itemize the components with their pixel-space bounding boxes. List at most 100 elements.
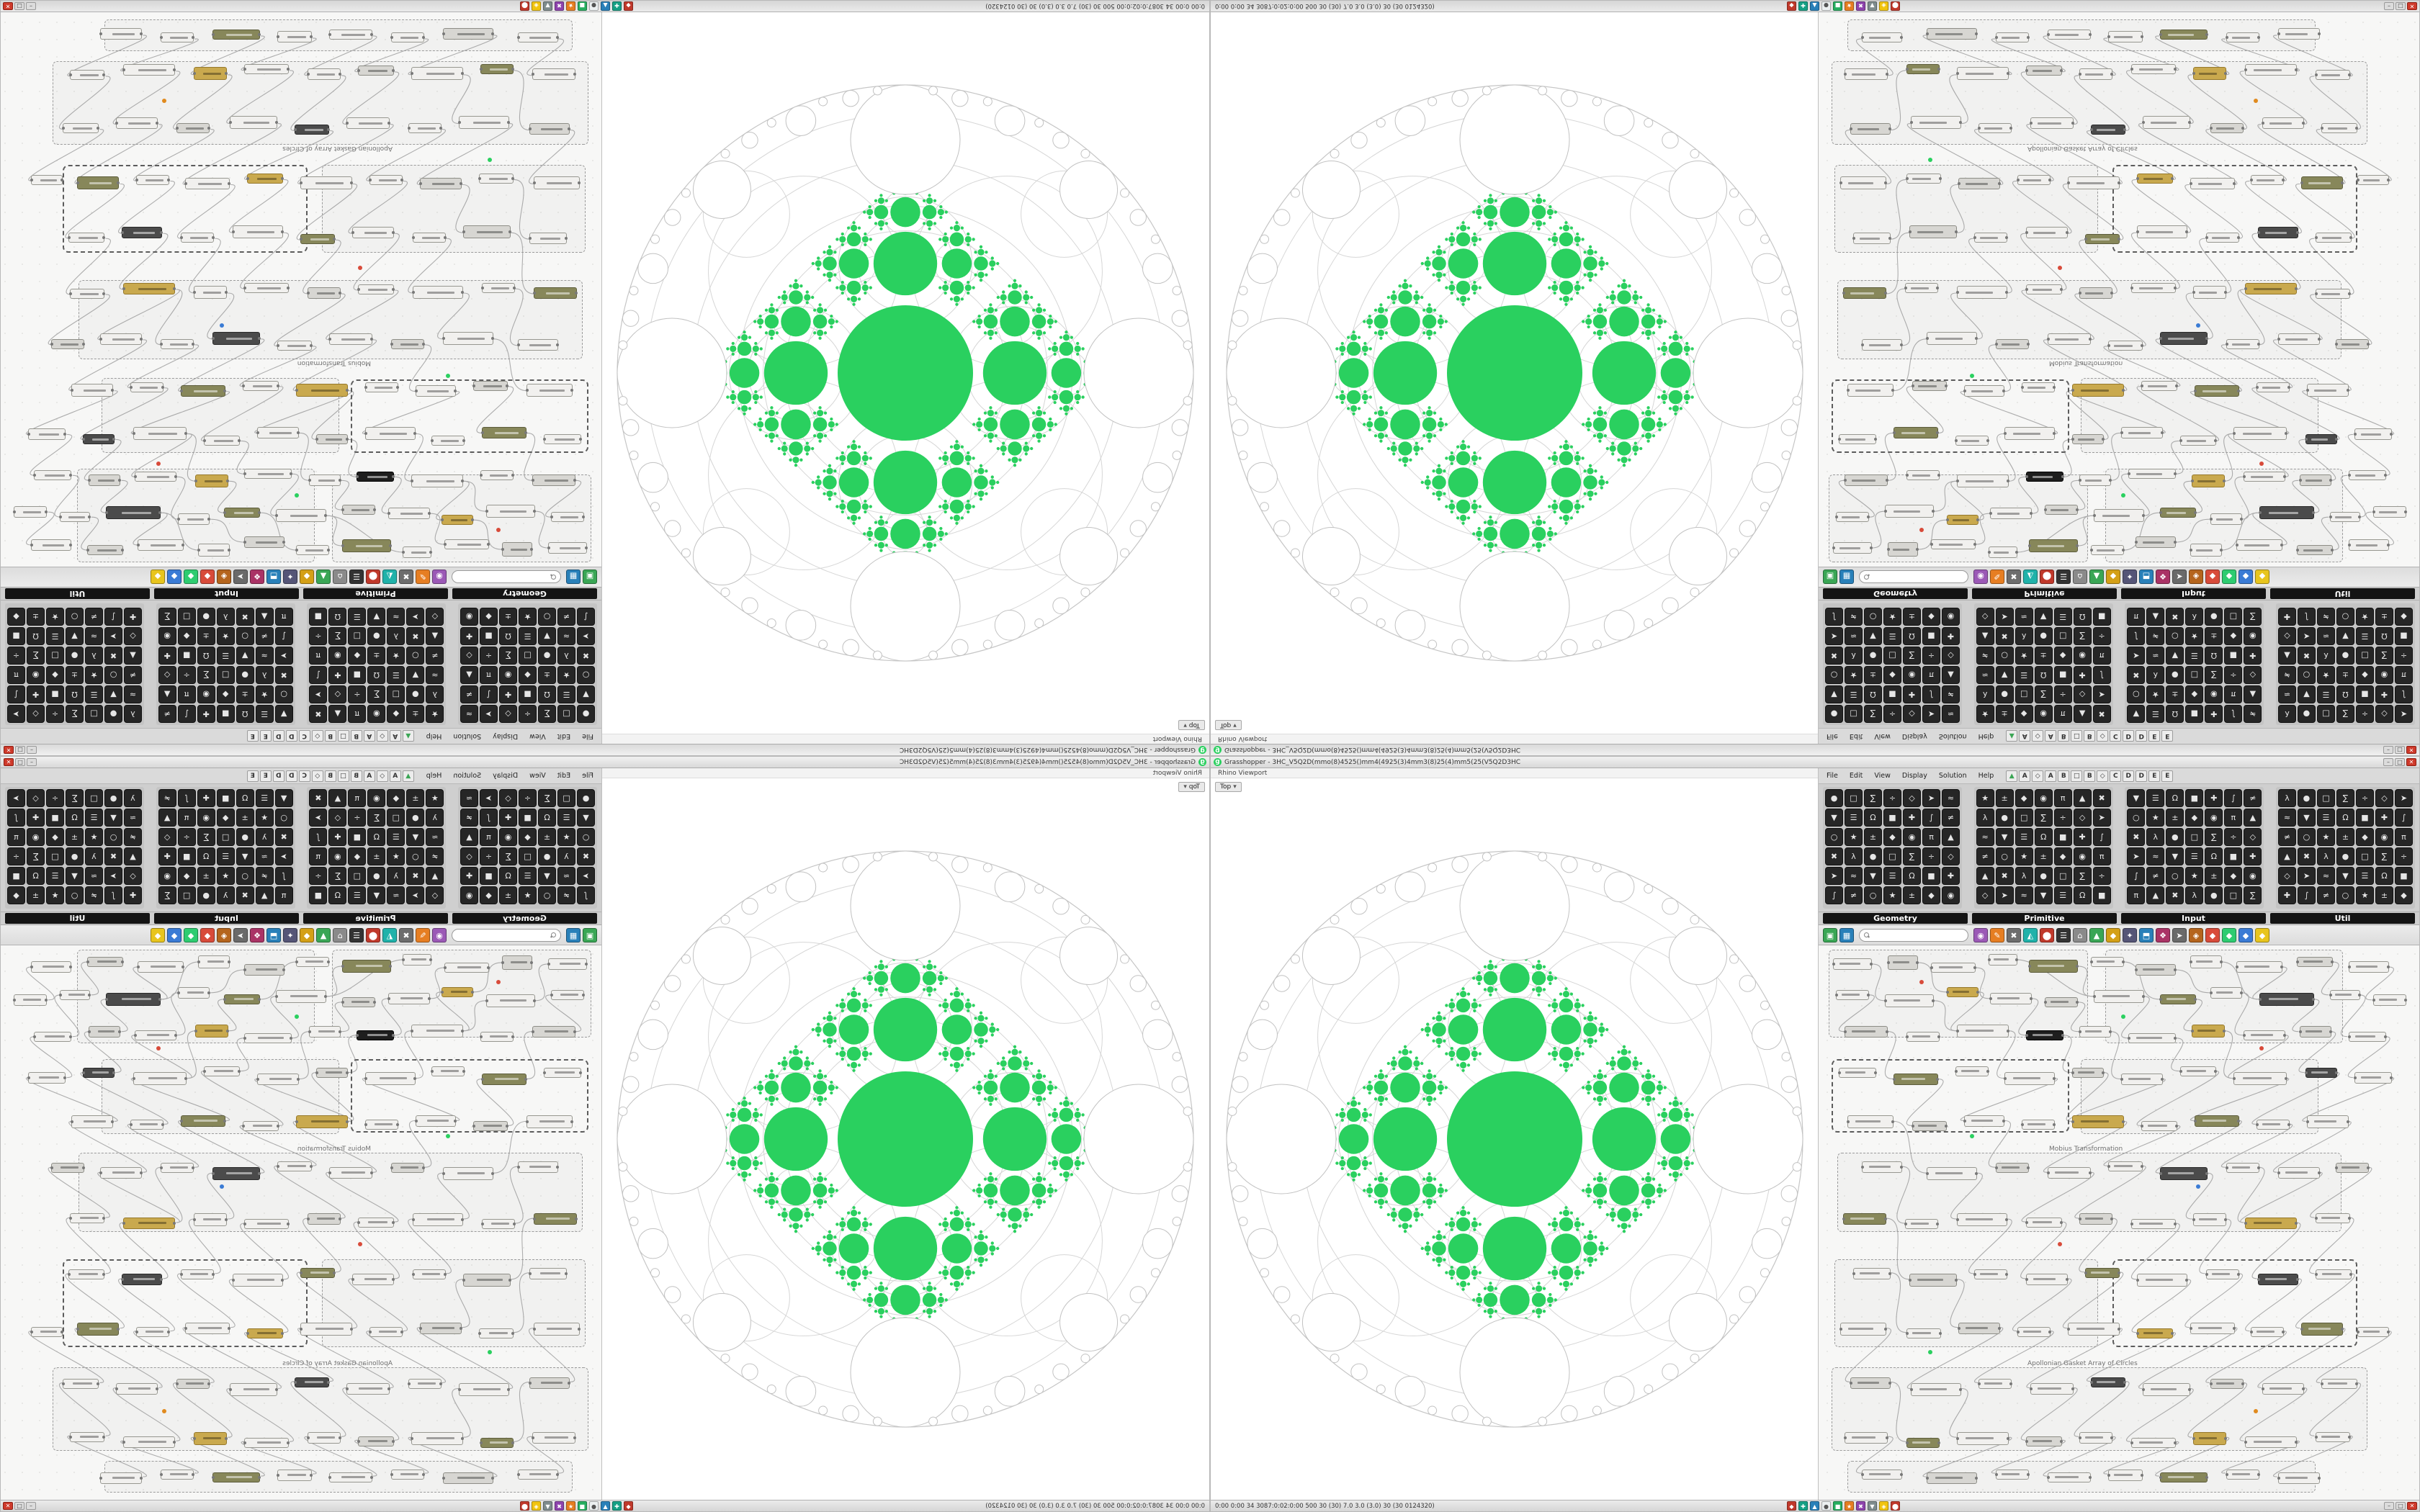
gh-node[interactable]	[342, 997, 375, 1007]
gh-node[interactable]	[300, 1323, 352, 1336]
palette-icon[interactable]: ★	[1845, 828, 1863, 846]
palette-icon[interactable]: ★	[46, 886, 65, 904]
gh-node[interactable]	[2004, 1072, 2056, 1085]
maximize-button[interactable]: □	[2395, 758, 2405, 766]
gh-node[interactable]	[1861, 1161, 1903, 1173]
gh-node[interactable]	[2236, 961, 2283, 973]
palette-icon[interactable]: ∑	[197, 666, 215, 684]
toolbar-button[interactable]: ◆	[2222, 570, 2236, 585]
gh-node[interactable]	[413, 286, 463, 299]
gh-node[interactable]	[243, 381, 279, 391]
palette-icon[interactable]: ◆	[46, 666, 65, 684]
gh-node[interactable]	[1964, 385, 2004, 397]
palette-icon[interactable]: ✚	[2375, 809, 2393, 827]
palette-icon[interactable]: ≈	[85, 627, 104, 645]
palette-icon[interactable]: ✚	[2073, 666, 2092, 684]
gh-node[interactable]	[1839, 434, 1876, 444]
palette-icon[interactable]: ★	[1845, 666, 1863, 684]
palette-icon[interactable]: □	[1883, 847, 1901, 865]
palette-icon[interactable]: ±	[66, 666, 84, 684]
palette-icon[interactable]: ➤	[1922, 789, 1940, 807]
palette-icon[interactable]: ✚	[2205, 705, 2223, 723]
taskbar-app-icon[interactable]: ◆	[1787, 1501, 1796, 1511]
palette-header-geometry[interactable]: Geometry	[1823, 588, 1968, 599]
palette-icon[interactable]: ■	[1883, 809, 1901, 827]
gh-node[interactable]	[1884, 994, 1935, 1007]
toolbar-button[interactable]: ◭	[2023, 927, 2038, 942]
gh-node[interactable]	[463, 1274, 511, 1287]
gh-node[interactable]	[480, 64, 514, 74]
component-tab[interactable]: ◇	[2032, 730, 2044, 742]
gh-node[interactable]	[2026, 472, 2063, 482]
palette-icon[interactable]: ✚	[2244, 647, 2262, 665]
palette-icon[interactable]: □	[348, 867, 367, 885]
palette-icon[interactable]: ∫	[309, 828, 328, 846]
palette-icon[interactable]: ✚	[124, 608, 143, 626]
palette-icon[interactable]: ●	[1864, 847, 1882, 865]
gh-node[interactable]	[70, 1432, 104, 1442]
menu-display[interactable]: Display	[493, 772, 519, 780]
gh-node[interactable]	[357, 472, 394, 482]
gh-node[interactable]	[411, 474, 463, 487]
gh-node[interactable]	[63, 123, 99, 133]
gh-node[interactable]	[247, 174, 283, 184]
gh-node[interactable]	[2321, 123, 2357, 133]
close-button[interactable]: ✕	[4, 758, 14, 766]
gh-node[interactable]	[413, 1213, 463, 1226]
menu-edit[interactable]: Edit	[1849, 732, 1863, 740]
palette-icon[interactable]: π	[274, 886, 293, 904]
palette-icon[interactable]: ☰	[2146, 789, 2165, 807]
component-tab[interactable]: A	[2045, 770, 2057, 782]
taskbar-app-icon[interactable]: ◈	[532, 1, 541, 11]
toolbar-button[interactable]: ◆	[2255, 927, 2269, 942]
palette-icon[interactable]: ☰	[2015, 828, 2033, 846]
palette-icon[interactable]: ★	[426, 705, 444, 723]
gh-node[interactable]	[532, 474, 575, 486]
palette-icon[interactable]: ➤	[1922, 705, 1940, 723]
palette-icon[interactable]: λ	[2185, 886, 2204, 904]
gh-node[interactable]	[2090, 1377, 2126, 1387]
gh-node[interactable]	[135, 472, 176, 482]
palette-icon[interactable]: ☰	[2355, 867, 2374, 885]
gh-node[interactable]	[408, 1379, 442, 1389]
palette-icon[interactable]: Ω	[197, 847, 215, 865]
toolbar-button[interactable]: ▲	[2089, 570, 2104, 585]
palette-icon[interactable]: ★	[387, 847, 405, 865]
palette-icon[interactable]: π	[348, 789, 367, 807]
palette-icon[interactable]: ≈	[557, 627, 575, 645]
gh-node[interactable]	[224, 994, 260, 1004]
gh-node[interactable]	[2299, 1026, 2332, 1038]
toolbar-button[interactable]: ◭	[382, 927, 397, 942]
palette-icon[interactable]: ▲	[2073, 789, 2092, 807]
palette-icon[interactable]: ≈	[1976, 828, 1994, 846]
gh-node[interactable]	[2091, 545, 2124, 555]
palette-icon[interactable]: ◇	[2073, 685, 2092, 703]
palette-icon[interactable]: ▼	[2166, 847, 2184, 865]
component-tab[interactable]: D	[2136, 770, 2148, 782]
palette-icon[interactable]: ●	[197, 886, 215, 904]
palette-icon[interactable]: ●	[577, 789, 595, 807]
palette-icon[interactable]: π	[2092, 647, 2111, 665]
palette-icon[interactable]: ◇	[27, 705, 45, 723]
component-tab[interactable]: A	[363, 730, 375, 742]
palette-icon[interactable]: ±	[27, 608, 45, 626]
palette-icon[interactable]: Ω	[328, 886, 347, 904]
palette-icon[interactable]: ✚	[27, 685, 45, 703]
gh-node[interactable]	[534, 1213, 577, 1225]
toolbar-button[interactable]: ✦	[2123, 927, 2137, 942]
gh-node[interactable]	[2121, 427, 2163, 438]
gh-node[interactable]	[1957, 67, 2009, 80]
palette-icon[interactable]: Ω	[2336, 809, 2354, 827]
taskbar-app-icon[interactable]: ●	[589, 1501, 599, 1511]
toolbar-button[interactable]: ✦	[283, 927, 297, 942]
taskbar-app-icon[interactable]: ★	[566, 1, 575, 11]
palette-icon[interactable]: Ω	[499, 867, 517, 885]
gh-node[interactable]	[2137, 174, 2173, 184]
taskbar-close-button[interactable]: ✕	[2407, 1502, 2417, 1510]
palette-icon[interactable]: ●	[367, 867, 386, 885]
palette-icon[interactable]: ÷	[46, 705, 65, 723]
gh-node[interactable]	[482, 283, 515, 293]
palette-icon[interactable]: ◉	[460, 886, 478, 904]
palette-icon[interactable]: ◆	[2185, 809, 2204, 827]
rhino-viewport[interactable]: Rhino Viewport Top▾	[1211, 12, 1819, 744]
